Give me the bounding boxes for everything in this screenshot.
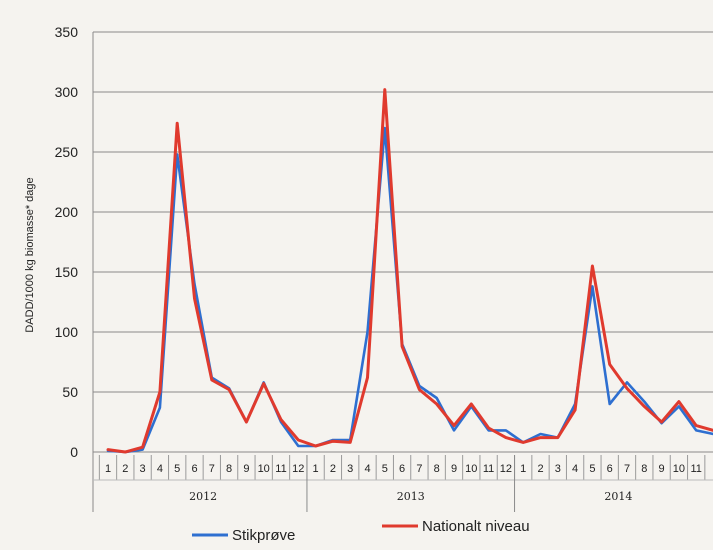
month-tick-label: 8 — [226, 463, 232, 475]
y-tick-label: 300 — [55, 84, 79, 100]
y-tick-label: 250 — [55, 144, 79, 160]
month-tick-label: 5 — [382, 463, 388, 475]
month-tick-label: 7 — [416, 463, 422, 475]
month-tick-label: 12 — [292, 463, 304, 475]
year-label: 2013 — [397, 490, 425, 503]
y-tick-label: 150 — [55, 264, 79, 280]
month-tick-label: 2 — [122, 463, 128, 475]
month-tick-label: 12 — [500, 463, 512, 475]
month-tick-label: 10 — [673, 463, 685, 475]
y-tick-label: 350 — [55, 24, 79, 40]
month-tick-label: 9 — [451, 463, 457, 475]
month-tick-label: 7 — [209, 463, 215, 475]
legend-label: Stikprøve — [232, 527, 295, 544]
month-tick-label: 1 — [313, 463, 319, 475]
month-tick-label: 8 — [434, 463, 440, 475]
year-label: 2014 — [604, 490, 632, 503]
series-lines — [106, 88, 713, 454]
series-line-stikproeve — [106, 126, 713, 454]
month-tick-label: 3 — [347, 463, 353, 475]
y-tick-label: 0 — [70, 444, 78, 460]
y-tick-label: 200 — [55, 204, 79, 220]
month-tick-label: 5 — [174, 463, 180, 475]
month-tick-label: 11 — [483, 463, 494, 475]
month-tick-label: 5 — [589, 463, 595, 475]
y-tick-label: 50 — [62, 384, 78, 400]
month-tick-label: 2 — [537, 463, 543, 475]
x-axis: 1 2 3 4 5 6 7 8 9 10 11 12 1 2 3 4 5 6 7 8 9 10 11 12 1 2 3 4 5 6 7 8 9 1… — [93, 455, 713, 512]
legend: Stikprøve Nationalt niveau — [192, 518, 530, 544]
month-tick-label: 2 — [330, 463, 336, 475]
month-tick-label: 7 — [624, 463, 630, 475]
month-tick-label: 3 — [555, 463, 561, 475]
month-tick-label: 9 — [659, 463, 665, 475]
month-tick-label: 4 — [572, 463, 578, 475]
month-tick-label: 11 — [275, 463, 286, 475]
legend-label: Nationalt niveau — [422, 518, 530, 535]
grid-lines — [92, 31, 713, 512]
month-tick-label: 6 — [399, 463, 405, 475]
month-tick-label: 1 — [105, 463, 111, 475]
month-tick-label: 8 — [641, 463, 647, 475]
series-line-nationalt-niveau — [106, 88, 713, 454]
y-axis-label: DADD/1000 kg biomasse* dage — [24, 177, 36, 332]
month-tick-label: 4 — [157, 463, 163, 475]
month-tick-label: 10 — [465, 463, 477, 475]
y-tick-label: 100 — [55, 324, 79, 340]
month-tick-label: 4 — [364, 463, 370, 475]
year-label: 2012 — [189, 490, 217, 503]
month-tick-label: 1 — [520, 463, 526, 475]
month-tick-label: 9 — [243, 463, 249, 475]
month-tick-label: 6 — [191, 463, 197, 475]
month-tick-label: 3 — [140, 463, 146, 475]
month-tick-label: 10 — [258, 463, 270, 475]
month-tick-label: 6 — [607, 463, 613, 475]
y-axis-ticks: 0 50 100 150 200 250 300 350 — [55, 24, 79, 460]
month-tick-label: 11 — [690, 463, 701, 475]
